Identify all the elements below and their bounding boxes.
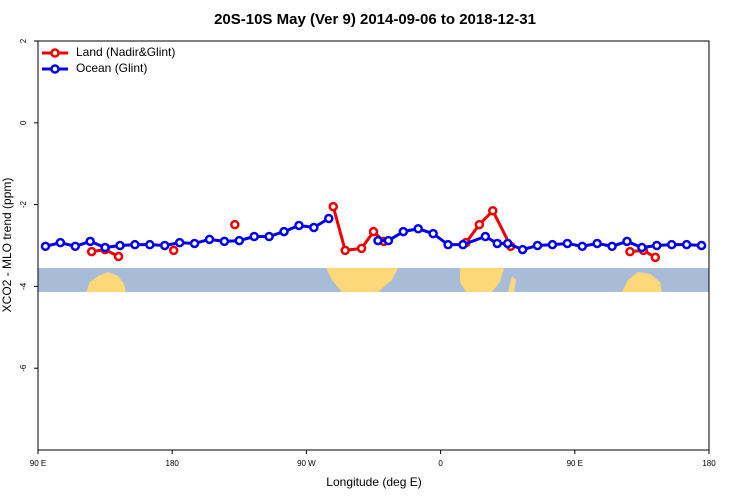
point bbox=[340, 245, 350, 256]
legend-label: Land (Nadir&Glint) bbox=[76, 45, 175, 59]
plot-frame bbox=[37, 40, 710, 451]
point bbox=[652, 240, 662, 251]
point bbox=[219, 236, 230, 247]
point bbox=[145, 239, 155, 250]
point bbox=[113, 251, 124, 262]
land-ocean-strip bbox=[38, 268, 709, 292]
x-tick-label: 90 W bbox=[297, 459, 316, 468]
point bbox=[577, 241, 588, 252]
point bbox=[488, 205, 498, 216]
point bbox=[696, 240, 707, 251]
y-tick-label: 2 bbox=[19, 38, 28, 43]
point bbox=[368, 226, 379, 237]
point bbox=[532, 240, 543, 251]
point bbox=[264, 231, 274, 242]
point bbox=[681, 239, 692, 250]
point bbox=[622, 236, 632, 247]
point bbox=[650, 252, 661, 263]
point bbox=[398, 226, 409, 237]
y-axis-label: XCO2 - MLO trend (ppm) bbox=[0, 178, 14, 313]
x-axis-label: Longitude (deg E) bbox=[326, 475, 421, 489]
point bbox=[230, 219, 240, 230]
point bbox=[70, 241, 81, 252]
point bbox=[234, 235, 245, 246]
point bbox=[168, 245, 179, 256]
y-tick-label: -4 bbox=[19, 282, 28, 290]
point bbox=[356, 243, 367, 254]
point bbox=[637, 242, 647, 253]
x-tick-label: 90 E bbox=[567, 459, 583, 468]
point bbox=[115, 240, 125, 251]
y-tick-label: -6 bbox=[19, 364, 28, 372]
x-tick-label: 90 E bbox=[30, 459, 46, 468]
legend-label: Ocean (Glint) bbox=[76, 61, 147, 75]
y-tick-label: -2 bbox=[19, 200, 28, 208]
point bbox=[373, 235, 383, 246]
point bbox=[189, 238, 200, 249]
point bbox=[592, 238, 602, 249]
point bbox=[458, 239, 468, 250]
point bbox=[249, 231, 259, 242]
x-tick-label: 180 bbox=[702, 459, 716, 468]
point bbox=[443, 239, 453, 250]
y-tick-label: 0 bbox=[19, 120, 28, 125]
legend-marker bbox=[50, 64, 60, 74]
point bbox=[174, 237, 185, 248]
point bbox=[480, 231, 491, 242]
chart-title: 20S-10S May (Ver 9) 2014-09-06 to 2018-1… bbox=[214, 11, 536, 28]
point bbox=[517, 244, 528, 255]
point bbox=[294, 220, 304, 231]
point bbox=[204, 234, 215, 245]
point bbox=[55, 237, 66, 248]
legend-marker bbox=[50, 48, 60, 58]
point bbox=[40, 241, 51, 252]
point bbox=[666, 239, 677, 250]
point bbox=[502, 238, 513, 249]
point bbox=[474, 219, 485, 230]
point bbox=[100, 242, 110, 253]
x-tick-label: 180 bbox=[166, 459, 180, 468]
point bbox=[625, 246, 635, 257]
point bbox=[607, 241, 617, 252]
point bbox=[492, 238, 503, 249]
point bbox=[159, 240, 170, 251]
point bbox=[324, 213, 334, 224]
point bbox=[547, 239, 558, 250]
x-tick-label: 0 bbox=[438, 459, 443, 468]
point bbox=[279, 226, 289, 237]
point bbox=[86, 246, 97, 257]
point bbox=[383, 235, 394, 246]
point bbox=[413, 223, 423, 234]
point bbox=[562, 238, 573, 249]
point bbox=[130, 239, 140, 250]
point bbox=[428, 228, 438, 239]
point bbox=[85, 236, 95, 247]
point bbox=[309, 222, 319, 233]
point bbox=[328, 201, 338, 212]
